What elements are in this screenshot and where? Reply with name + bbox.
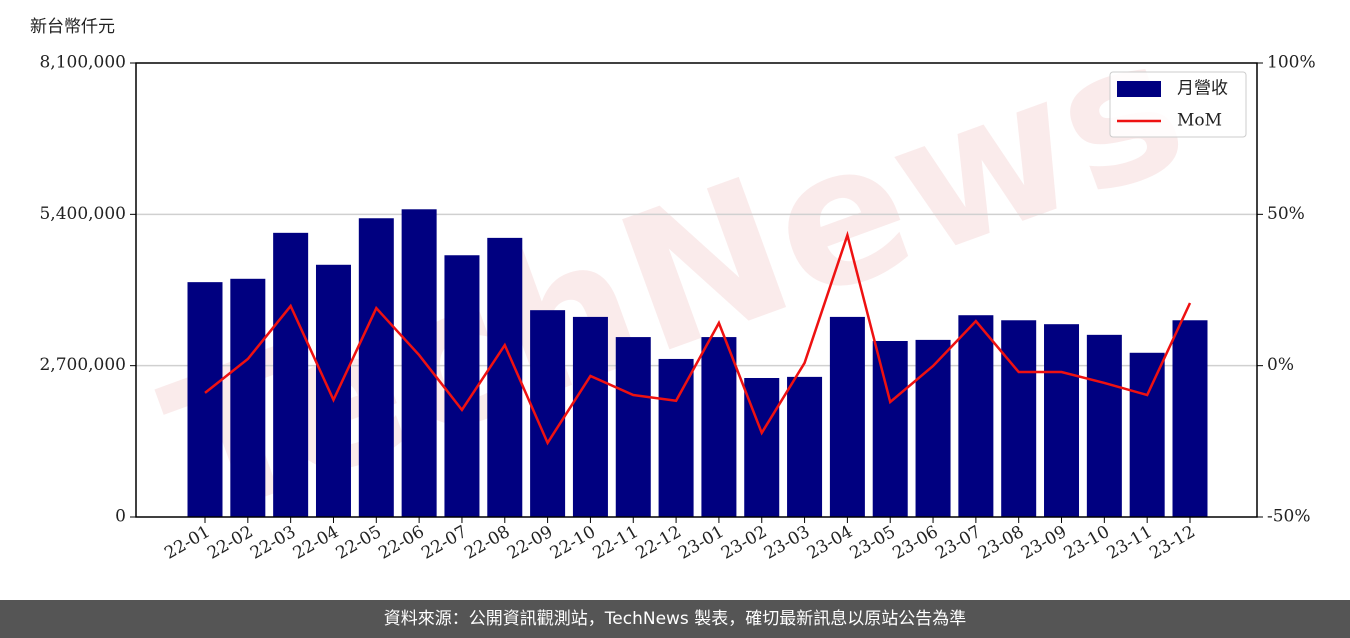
x-tick-label: 22-01 xyxy=(161,522,213,564)
x-tick-label: 22-06 xyxy=(375,522,427,564)
x-tick-label: 22-12 xyxy=(632,522,684,564)
unit-label: 新台幣仟元 xyxy=(30,17,115,37)
bar xyxy=(829,316,865,517)
bar xyxy=(273,232,309,517)
bar xyxy=(658,358,694,517)
x-tick-label: 23-10 xyxy=(1061,522,1113,564)
x-tick-label: 23-06 xyxy=(889,522,941,564)
footer: 資料來源：公開資訊觀測站，TechNews 製表，確切最新訊息以原站公告為準 xyxy=(0,600,1350,638)
y-tick-label: 0 xyxy=(115,507,126,527)
chart: 新台幣仟元 TechNews 02,700,0005,400,0008,100,… xyxy=(30,0,1316,564)
x-tick-label: 22-08 xyxy=(461,522,513,564)
x-tick-label: 22-09 xyxy=(504,522,556,564)
legend-swatch xyxy=(1117,81,1161,97)
x-tick-label: 23-05 xyxy=(847,522,899,564)
bar xyxy=(572,316,608,517)
x-tick-label: 23-02 xyxy=(718,522,770,564)
bar xyxy=(1086,334,1122,517)
y2-tick-label: 0% xyxy=(1267,355,1294,375)
bar xyxy=(187,282,223,517)
x-tick-label: 23-04 xyxy=(804,522,856,564)
bar xyxy=(615,337,651,517)
bar xyxy=(401,209,437,518)
y-tick-label: 2,700,000 xyxy=(39,355,126,375)
y2-tick-label: 100% xyxy=(1267,53,1316,73)
y-tick-label: 5,400,000 xyxy=(39,204,126,224)
y2-tick-label: 50% xyxy=(1267,204,1305,224)
bar xyxy=(1129,352,1165,517)
bar xyxy=(1044,324,1080,517)
bar xyxy=(444,255,480,517)
bar xyxy=(787,376,823,517)
x-tick-label: 23-09 xyxy=(1018,522,1070,564)
bar xyxy=(487,237,523,517)
x-tick-label: 23-03 xyxy=(761,522,813,564)
bar xyxy=(1172,320,1208,517)
bar xyxy=(230,278,266,517)
x-tick-label: 23-07 xyxy=(932,522,984,564)
x-tick-label: 23-01 xyxy=(675,522,727,564)
y2-tick-label: -50% xyxy=(1267,507,1311,527)
y-tick-label: 8,100,000 xyxy=(39,53,126,73)
legend-label: MoM xyxy=(1177,111,1222,131)
bar xyxy=(915,339,951,517)
line xyxy=(204,230,1192,446)
x-tick-label: 23-11 xyxy=(1103,522,1155,564)
x-tick-label: 22-10 xyxy=(547,522,599,564)
bar xyxy=(958,315,994,517)
bar xyxy=(1001,320,1037,517)
x-tick-label: 22-05 xyxy=(333,522,385,564)
x-tick-label: 23-08 xyxy=(975,522,1027,564)
legend-label: 月營收 xyxy=(1177,79,1228,99)
bar xyxy=(872,341,908,517)
bar xyxy=(315,264,351,517)
bar xyxy=(701,337,737,517)
x-tick-label: 22-07 xyxy=(418,522,470,564)
bar xyxy=(358,218,394,518)
plot-frame xyxy=(135,62,1258,518)
x-tick-label: 23-12 xyxy=(1146,522,1198,564)
x-tick-label: 22-11 xyxy=(590,522,642,564)
